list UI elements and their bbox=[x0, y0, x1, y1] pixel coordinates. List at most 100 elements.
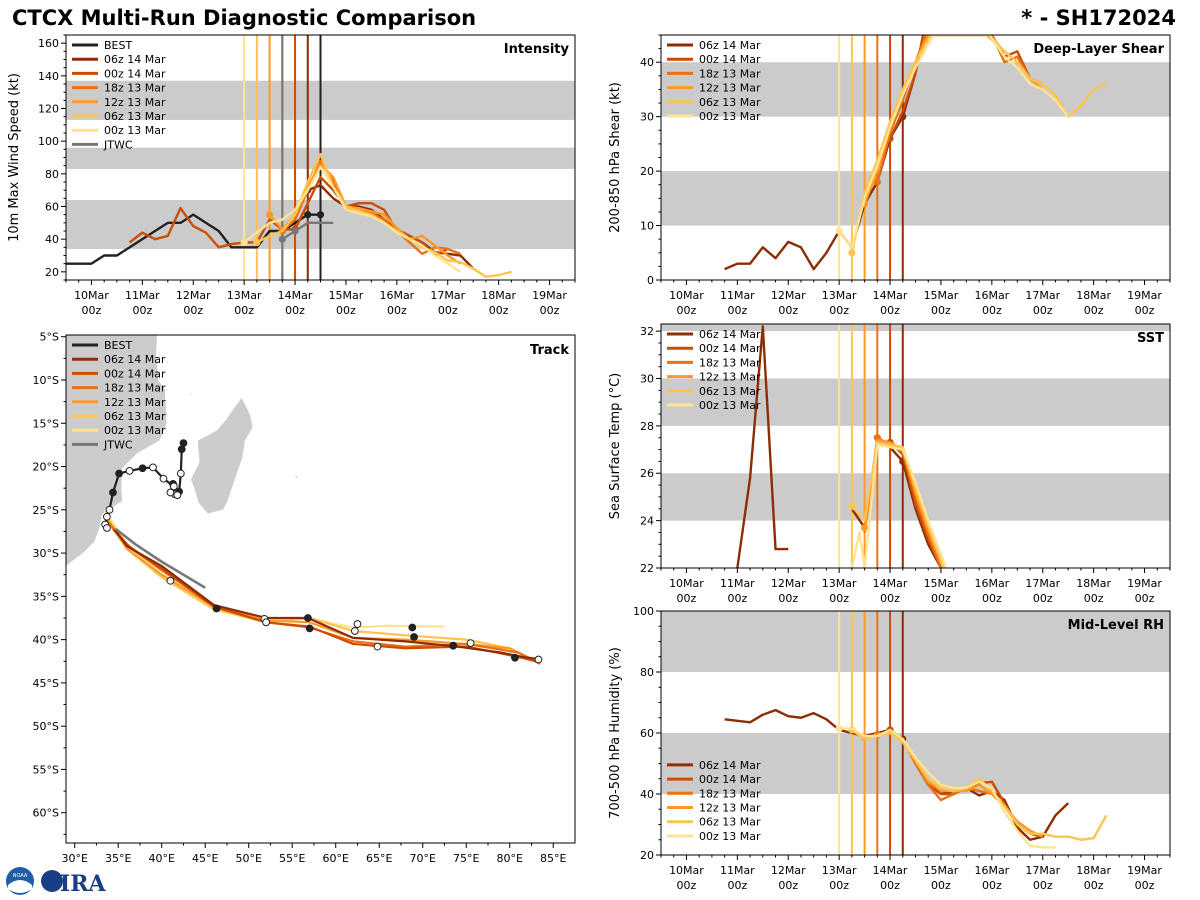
shear-y-tick-label: 20 bbox=[640, 165, 654, 178]
sst-x-tick-label: 00z bbox=[829, 592, 849, 605]
track-y-tick-label: 25°S bbox=[33, 504, 59, 517]
intensity-x-tick-label: 16Mar bbox=[379, 289, 414, 302]
rh-x-tick-label: 00z bbox=[931, 879, 951, 892]
intensity-point-best-18 bbox=[304, 211, 312, 219]
shear-y-tick-label: 10 bbox=[640, 220, 654, 233]
sst-x-tick-label: 19Mar bbox=[1127, 577, 1162, 590]
forecast-position-06z-14-mar-1 bbox=[305, 624, 314, 633]
sst-x-tick-label: 16Mar bbox=[974, 577, 1009, 590]
rh-x-tick-label: 12Mar bbox=[771, 864, 806, 877]
legend-label-best: BEST bbox=[104, 339, 132, 352]
track-y-tick-label: 30°S bbox=[33, 547, 59, 560]
legend-label-06z-13-mar: 06z 13 Mar bbox=[699, 96, 761, 109]
track-y-tick-label: 10°S bbox=[33, 374, 59, 387]
track-x-tick-label: 80°E bbox=[497, 852, 523, 865]
intensity-y-tick-label: 80 bbox=[45, 168, 59, 181]
legend-label-06z-13-mar: 06z 13 Mar bbox=[104, 410, 166, 423]
rh-x-tick-label: 00z bbox=[880, 879, 900, 892]
intensity-point-jtwc-1 bbox=[291, 227, 299, 235]
shear-x-tick-label: 15Mar bbox=[924, 289, 959, 302]
legend-label-12z-13-mar: 12z 13 Mar bbox=[104, 96, 166, 109]
sst-x-tick-label: 13Mar bbox=[822, 577, 857, 590]
legend-label-18z-13-mar: 18z 13 Mar bbox=[699, 356, 761, 369]
best-track-point-8 bbox=[169, 482, 178, 491]
legend-label-18z-13-mar: 18z 13 Mar bbox=[104, 82, 166, 95]
sst-x-tick-label: 00z bbox=[1084, 592, 1104, 605]
legend-label-00z-14-mar: 00z 14 Mar bbox=[699, 53, 761, 66]
rh-point-00z-13-mar-0 bbox=[835, 724, 843, 733]
sst-x-tick-label: 00z bbox=[931, 592, 951, 605]
rh-series-00z-13-mar bbox=[839, 727, 1056, 849]
rh-x-tick-label: 11Mar bbox=[720, 864, 755, 877]
sst-y-tick-label: 32 bbox=[640, 325, 654, 338]
intensity-plot-area bbox=[66, 35, 575, 280]
forecast-position-12z-13-mar-4 bbox=[534, 655, 543, 664]
sst-x-tick-label: 00z bbox=[1033, 592, 1053, 605]
shear-point-00z-13-mar-0 bbox=[835, 227, 843, 235]
shear-y-tick-label: 0 bbox=[647, 274, 654, 287]
legend-label-06z-13-mar: 06z 13 Mar bbox=[104, 110, 166, 123]
rh-x-tick-label: 00z bbox=[677, 879, 697, 892]
intensity-point-best-19 bbox=[316, 211, 325, 219]
intensity-y-tick-label: 120 bbox=[38, 103, 59, 116]
best-track-point-7 bbox=[173, 491, 182, 500]
track-x-tick-label: 70°E bbox=[410, 852, 436, 865]
legend-label-12z-13-mar: 12z 13 Mar bbox=[104, 396, 166, 409]
sst-x-tick-label: 10Mar bbox=[669, 577, 704, 590]
sst-point-12z-13-mar-0 bbox=[861, 524, 869, 532]
legend-label-06z-13-mar: 06z 13 Mar bbox=[699, 385, 761, 398]
forecast-position-12z-13-mar-1 bbox=[262, 618, 271, 627]
legend-label-12z-13-mar: 12z 13 Mar bbox=[699, 82, 761, 95]
track-x-tick-label: 75°E bbox=[453, 852, 479, 865]
shear-x-tick-label: 16Mar bbox=[974, 289, 1009, 302]
rh-x-tick-label: 00z bbox=[727, 879, 747, 892]
rh-x-tick-label: 19Mar bbox=[1127, 864, 1162, 877]
sst-y-tick-label: 28 bbox=[640, 420, 654, 433]
track-x-tick-label: 85°E bbox=[540, 852, 566, 865]
track-y-tick-label: 5°S bbox=[40, 331, 59, 344]
legend-label-00z-13-mar: 00z 13 Mar bbox=[104, 124, 166, 137]
forecast-position-06z-14-mar-4 bbox=[511, 653, 519, 662]
sst-point-06z-13-mar-0 bbox=[848, 502, 856, 511]
shear-x-tick-label: 00z bbox=[829, 304, 849, 317]
legend-label-18z-13-mar: 18z 13 Mar bbox=[104, 382, 166, 395]
legend-label-00z-13-mar: 00z 13 Mar bbox=[699, 110, 761, 123]
shear-x-tick-label: 00z bbox=[727, 304, 747, 317]
shear-band-0 bbox=[661, 171, 1170, 226]
intensity-x-tick-label: 18Mar bbox=[481, 289, 516, 302]
shear-series-18z-13-mar bbox=[876, 35, 1044, 183]
intensity-y-tick-label: 100 bbox=[38, 135, 59, 148]
legend-label-00z-14-mar: 00z 14 Mar bbox=[699, 773, 761, 786]
intensity-x-tick-label: 00z bbox=[82, 304, 102, 317]
forecast-position-06z-14-mar-3 bbox=[410, 633, 418, 641]
intensity-x-tick-label: 12Mar bbox=[176, 289, 211, 302]
best-track-point-18 bbox=[102, 524, 111, 532]
track-y-tick-label: 60°S bbox=[33, 807, 59, 820]
legend-label-jtwc: JTWC bbox=[103, 138, 133, 151]
shear-x-tick-label: 17Mar bbox=[1025, 289, 1060, 302]
shear-plot-area bbox=[661, 35, 1170, 280]
track-y-tick-label: 50°S bbox=[33, 720, 59, 733]
shear-y-axis-label: 200-850 hPa Shear (kt) bbox=[608, 82, 623, 233]
rh-x-tick-label: 00z bbox=[829, 879, 849, 892]
legend-label-06z-14-mar: 06z 14 Mar bbox=[699, 328, 761, 341]
track-line-06z-13-mar bbox=[104, 513, 537, 663]
intensity-x-tick-label: 00z bbox=[540, 304, 560, 317]
sst-y-tick-label: 22 bbox=[640, 562, 654, 575]
intensity-y-tick-label: 40 bbox=[45, 233, 59, 246]
intensity-x-tick-label: 00z bbox=[285, 304, 305, 317]
legend-label-00z-13-mar: 00z 13 Mar bbox=[699, 399, 761, 412]
rh-x-tick-label: 13Mar bbox=[822, 864, 857, 877]
forecast-position-00z-14-mar-2 bbox=[350, 627, 359, 635]
shear-x-tick-label: 10Mar bbox=[669, 289, 704, 302]
legend-label-18z-13-mar: 18z 13 Mar bbox=[699, 787, 761, 800]
forecast-position-00z-14-mar-0 bbox=[212, 604, 221, 613]
legend-label-jtwc: JTWC bbox=[103, 438, 133, 451]
rh-x-tick-label: 17Mar bbox=[1025, 864, 1060, 877]
intensity-point-12z-13-mar-0 bbox=[266, 211, 274, 219]
shear-x-tick-label: 18Mar bbox=[1076, 289, 1111, 302]
